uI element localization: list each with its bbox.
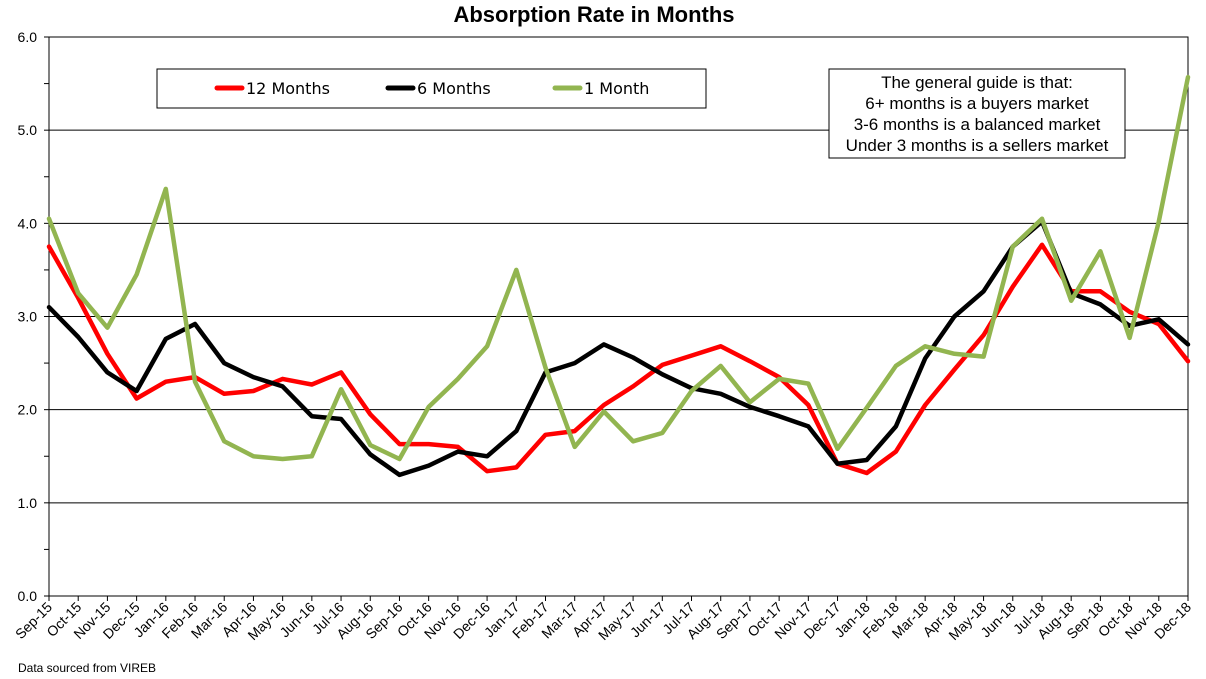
x-axis: Sep-15Oct-15Nov-15Dec-15Jan-16Feb-16Mar-… bbox=[12, 596, 1194, 643]
series-lines bbox=[46, 74, 1191, 478]
annotation-line-1: The general guide is that: bbox=[881, 73, 1073, 92]
y-tick-label: 6.0 bbox=[18, 29, 38, 45]
y-tick-label: 2.0 bbox=[18, 402, 38, 418]
y-tick-label: 1.0 bbox=[18, 495, 38, 511]
guide-annotation: The general guide is that: 6+ months is … bbox=[828, 68, 1126, 159]
series-line-12-months bbox=[46, 242, 1191, 476]
legend: 12 Months 6 Months 1 Month bbox=[156, 68, 707, 109]
annotation-line-2: 6+ months is a buyers market bbox=[865, 94, 1089, 113]
y-axis: 0.0 1.0 2.0 3.0 4.0 5.0 6.0 bbox=[18, 29, 49, 604]
annotation-line-3: 3-6 months is a balanced market bbox=[854, 115, 1101, 134]
series-line-6-months bbox=[46, 219, 1191, 478]
y-tick-label: 3.0 bbox=[18, 309, 38, 325]
y-tick-label: 0.0 bbox=[18, 588, 38, 604]
legend-label: 1 Month bbox=[584, 79, 649, 98]
y-tick-label: 5.0 bbox=[18, 122, 38, 138]
annotation-box bbox=[828, 68, 1126, 159]
annotation-line-4: Under 3 months is a sellers market bbox=[846, 136, 1109, 155]
legend-box bbox=[156, 68, 707, 109]
y-tick-label: 4.0 bbox=[18, 215, 38, 231]
legend-label: 12 Months bbox=[246, 79, 330, 98]
x-tick-label: Sep-15 bbox=[12, 599, 55, 642]
legend-label: 6 Months bbox=[417, 79, 491, 98]
source-note: Data sourced from VIREB bbox=[18, 661, 156, 675]
gridlines bbox=[49, 129, 1188, 504]
chart-title: Absorption Rate in Months bbox=[453, 2, 734, 27]
series-line-1-month bbox=[46, 74, 1191, 462]
